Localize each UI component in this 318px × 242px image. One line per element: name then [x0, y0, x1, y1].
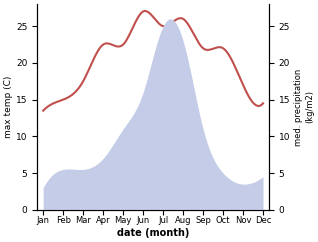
Y-axis label: max temp (C): max temp (C) [4, 76, 13, 138]
X-axis label: date (month): date (month) [117, 228, 189, 238]
Y-axis label: med. precipitation
(kg/m2): med. precipitation (kg/m2) [294, 68, 314, 146]
